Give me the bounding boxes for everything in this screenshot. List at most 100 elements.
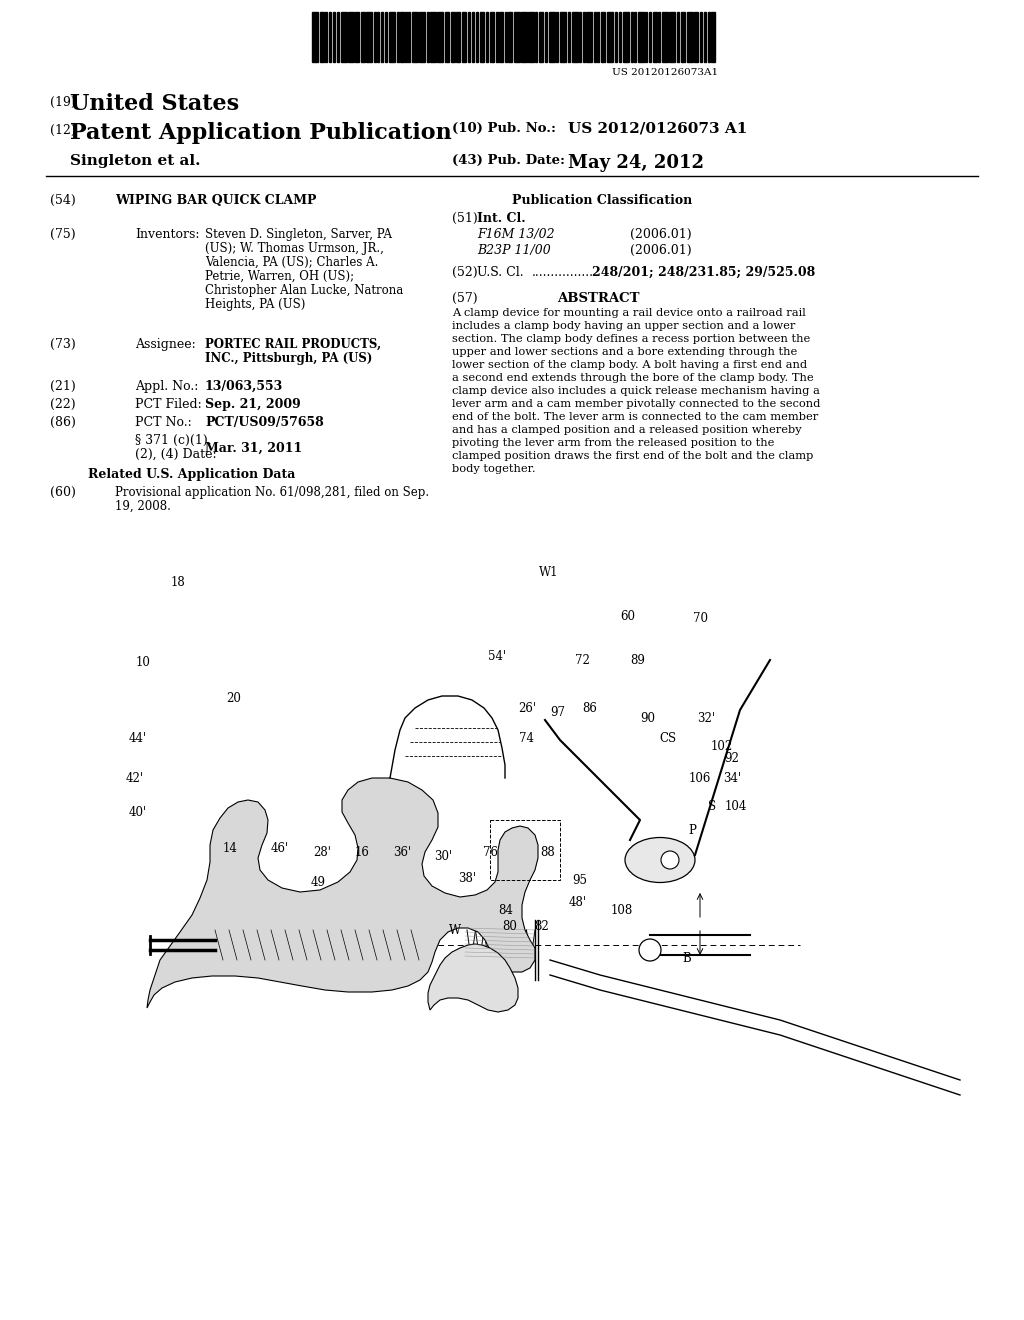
Text: F16M 13/02: F16M 13/02 [477,228,555,242]
Bar [468,12,470,62]
Bar [638,12,644,62]
Text: 104: 104 [725,800,748,813]
Text: U.S. Cl.: U.S. Cl. [477,267,523,279]
Bar [412,12,418,62]
Polygon shape [428,944,518,1012]
Bar [319,12,324,62]
Text: 42': 42' [126,771,144,784]
Bar [408,12,410,62]
Text: clamped position draws the first end of the bolt and the clamp: clamped position draws the first end of … [452,451,813,461]
Polygon shape [147,777,538,1008]
Text: (2), (4) Date:: (2), (4) Date: [135,447,217,461]
Bar [476,12,478,62]
Bar [645,12,647,62]
Text: 30': 30' [434,850,452,862]
Text: Publication Classification: Publication Classification [512,194,692,207]
Text: PCT No.:: PCT No.: [135,416,191,429]
Bar [366,12,372,62]
Bar [430,12,436,62]
Text: Singleton et al.: Singleton et al. [70,154,201,168]
Bar [669,12,675,62]
Text: 16: 16 [354,846,370,859]
Ellipse shape [639,939,662,961]
Bar [594,12,596,62]
Text: upper and lower sections and a bore extending through the: upper and lower sections and a bore exte… [452,347,798,356]
Bar [329,12,331,62]
Text: 10: 10 [135,656,151,668]
Bar [618,12,621,62]
Text: 38': 38' [458,871,476,884]
Text: 18: 18 [171,576,185,589]
Text: Provisional application No. 61/098,281, filed on Sep.: Provisional application No. 61/098,281, … [115,486,429,499]
Text: US 2012/0126073 A1: US 2012/0126073 A1 [568,121,748,136]
Bar [545,12,547,62]
Bar [607,12,613,62]
Text: end of the bolt. The lever arm is connected to the cam member: end of the bolt. The lever arm is connec… [452,412,818,422]
Bar [341,12,347,62]
Bar [496,12,498,62]
Bar [355,12,359,62]
Text: (43) Pub. Date:: (43) Pub. Date: [452,154,565,168]
Text: PCT/US09/57658: PCT/US09/57658 [205,416,324,429]
Bar [472,12,474,62]
Text: B23P 11/00: B23P 11/00 [477,244,551,257]
Text: Steven D. Singleton, Sarver, PA: Steven D. Singleton, Sarver, PA [205,228,392,242]
Text: ................: ................ [532,267,594,279]
Text: 34': 34' [723,771,741,784]
Text: 70: 70 [692,611,708,624]
Bar [406,12,407,62]
Text: (21): (21) [50,380,76,393]
Text: PCT Filed:: PCT Filed: [135,399,202,411]
Bar [462,12,466,62]
Bar [649,12,651,62]
Text: PORTEC RAIL PRODUCTS,: PORTEC RAIL PRODUCTS, [205,338,381,351]
Text: P: P [688,824,696,837]
Bar [634,12,636,62]
Bar [397,12,399,62]
Text: (73): (73) [50,338,76,351]
Text: Related U.S. Application Data: Related U.S. Application Data [88,469,295,480]
Bar [711,12,715,62]
Text: 49: 49 [310,876,326,890]
Text: 32': 32' [697,711,715,725]
Text: 74: 74 [519,731,535,744]
Bar [385,12,387,62]
Bar [486,12,488,62]
Text: Inventors:: Inventors: [135,228,200,242]
Bar [658,12,660,62]
Bar [514,12,520,62]
Bar [427,12,429,62]
Text: (60): (60) [50,486,76,499]
Text: and has a clamped position and a released position whereby: and has a clamped position and a release… [452,425,802,436]
Bar [419,12,425,62]
Text: Mar. 31, 2011: Mar. 31, 2011 [205,442,302,455]
Bar [579,12,581,62]
Text: a second end extends through the bore of the clamp body. The: a second end extends through the bore of… [452,374,814,383]
Bar [586,12,592,62]
Text: (22): (22) [50,399,76,411]
Text: 89: 89 [631,655,645,668]
Text: (75): (75) [50,228,76,242]
Text: 97: 97 [551,705,565,718]
Text: 19, 2008.: 19, 2008. [115,500,171,513]
Text: 248/201; 248/231.85; 29/525.08: 248/201; 248/231.85; 29/525.08 [592,267,815,279]
Text: 102: 102 [711,739,733,752]
Text: pivoting the lever arm from the released position to the: pivoting the lever arm from the released… [452,438,774,447]
Text: 86: 86 [583,701,597,714]
Bar [681,12,685,62]
Text: 40': 40' [129,807,147,820]
Text: (51): (51) [452,213,478,224]
Text: INC., Pittsburgh, PA (US): INC., Pittsburgh, PA (US) [205,352,373,366]
Text: Heights, PA (US): Heights, PA (US) [205,298,305,312]
Text: 90: 90 [640,711,655,725]
Bar [508,12,512,62]
Bar [687,12,693,62]
Bar [377,12,379,62]
Bar [374,12,376,62]
Text: Valencia, PA (US); Charles A.: Valencia, PA (US); Charles A. [205,256,379,269]
Text: § 371 (c)(1),: § 371 (c)(1), [135,434,212,447]
Text: CS: CS [659,731,677,744]
Bar [708,12,710,62]
Text: 44': 44' [129,731,147,744]
Text: includes a clamp body having an upper section and a lower: includes a clamp body having an upper se… [452,321,796,331]
